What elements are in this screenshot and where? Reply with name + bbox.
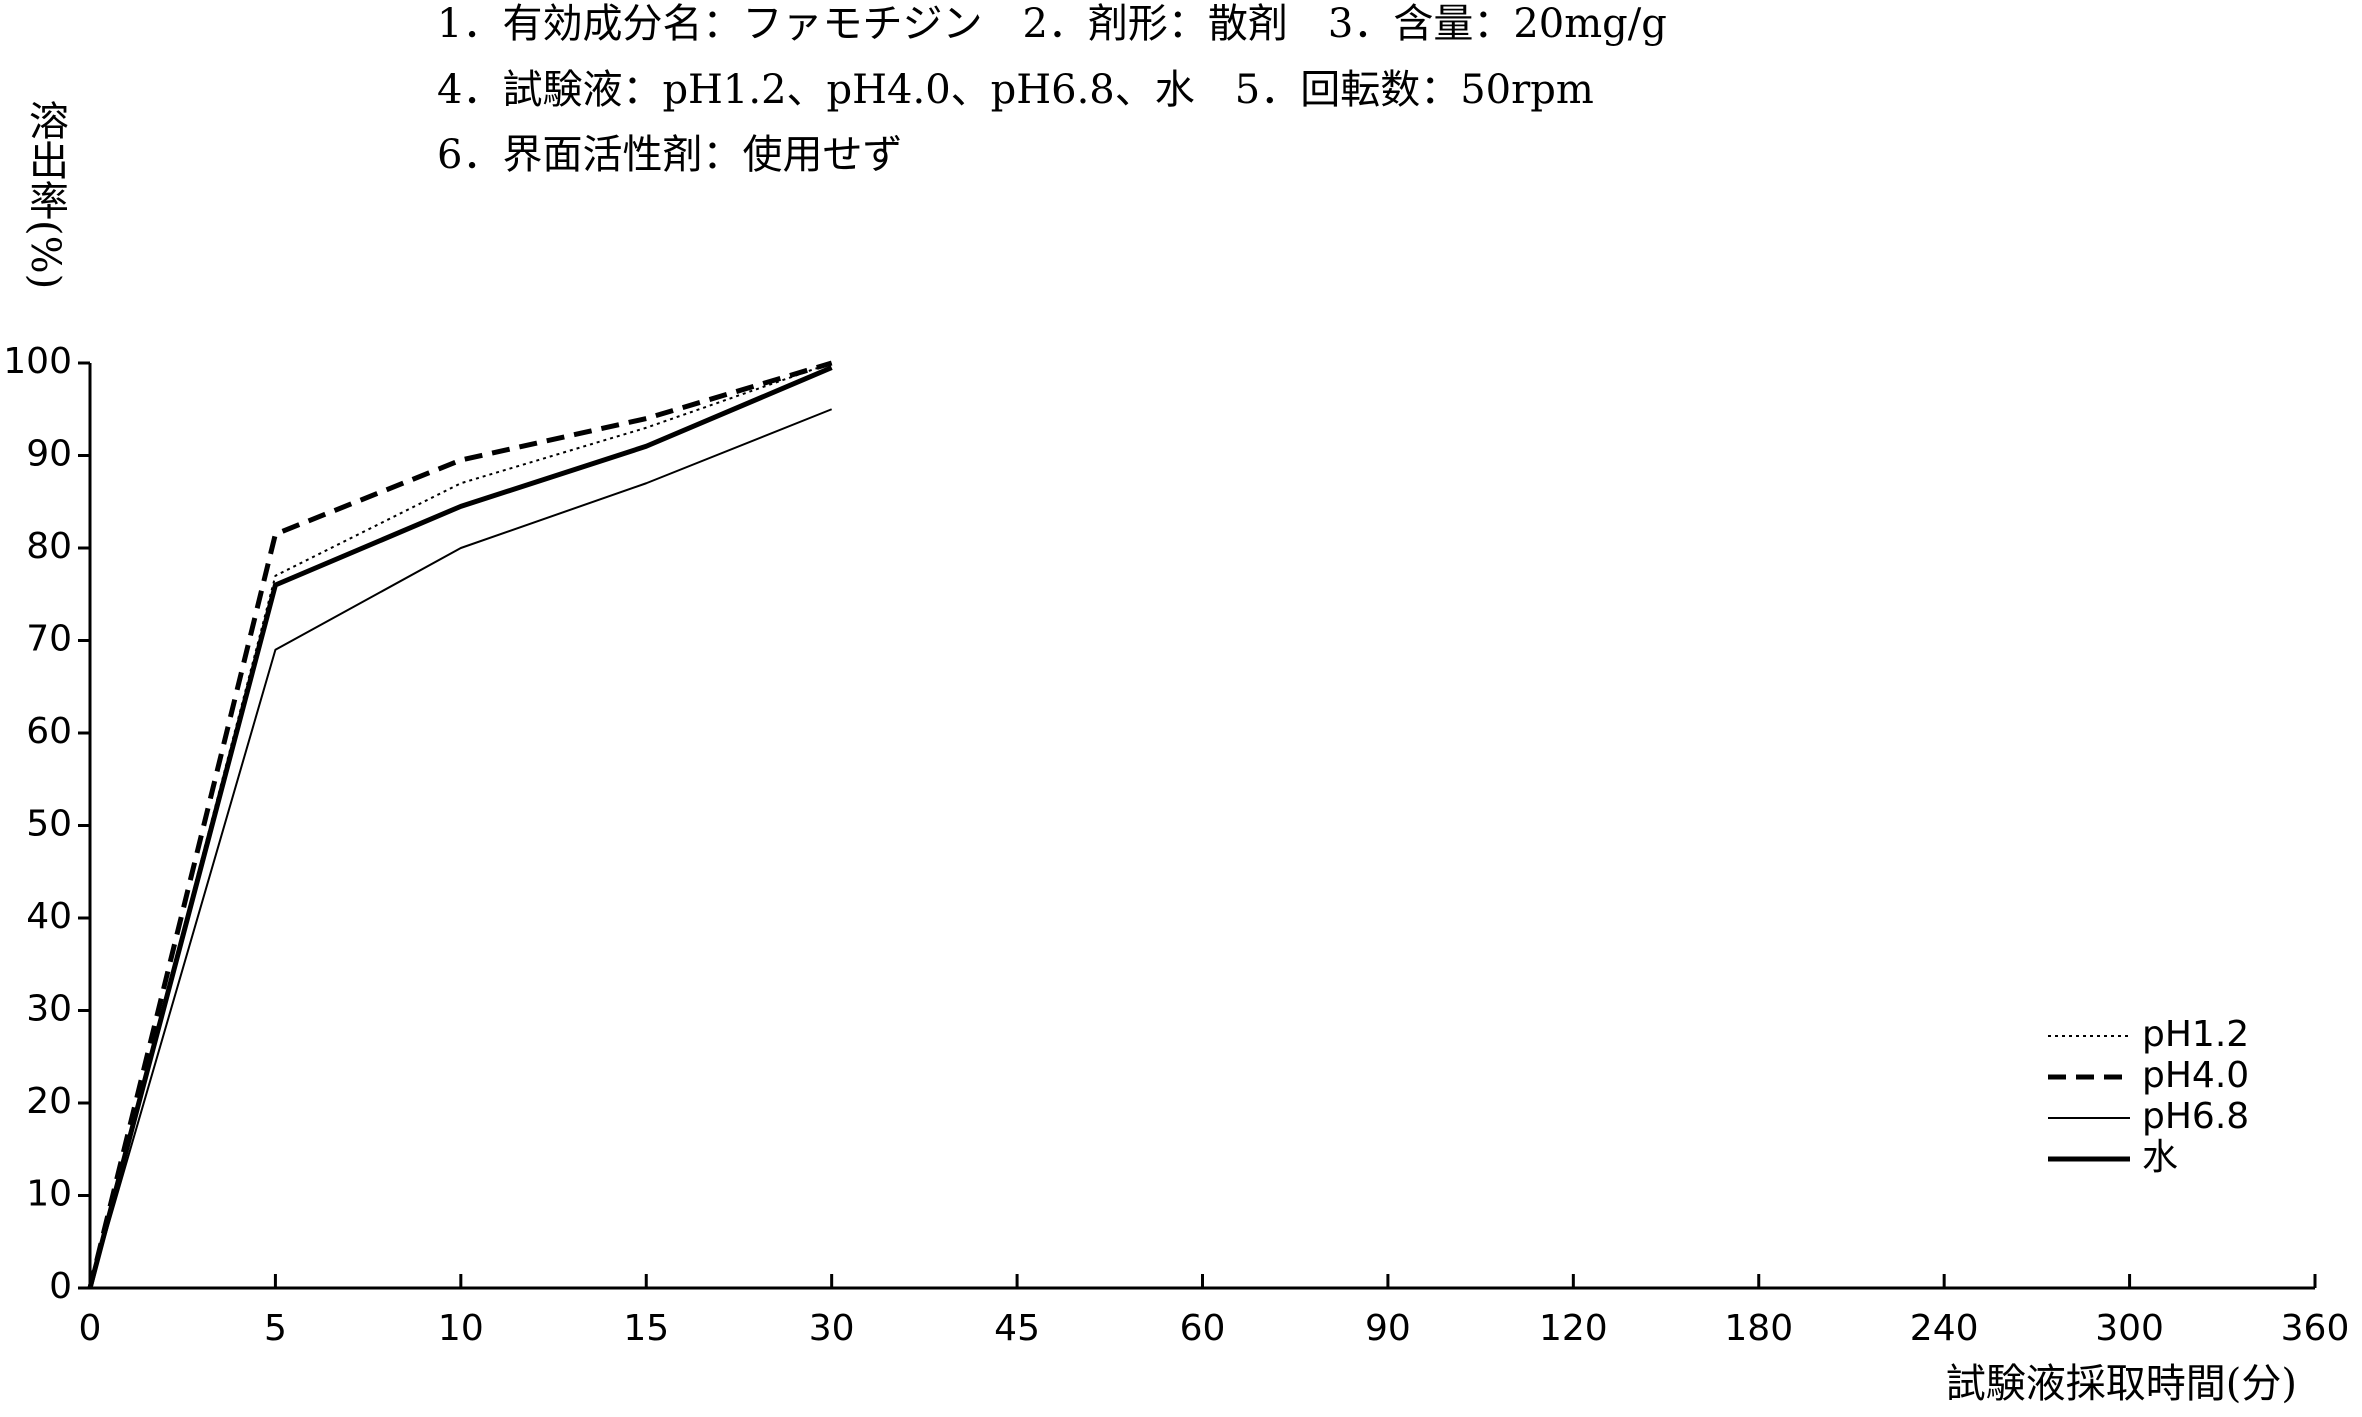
- legend-label: pH4.0: [2142, 1055, 2249, 1096]
- x-tick-label: 120: [1539, 1308, 1608, 1349]
- x-tick-label: 240: [1910, 1308, 1979, 1349]
- x-tick-label: 0: [79, 1308, 102, 1349]
- x-tick-label: 15: [623, 1308, 669, 1349]
- legend-label: pH6.8: [2142, 1096, 2249, 1137]
- y-tick-label: 80: [26, 526, 72, 567]
- x-tick-label: 180: [1724, 1308, 1793, 1349]
- y-tick-label: 70: [26, 619, 72, 660]
- note: 1．有効成分名：ファモチジン 2．剤形：散剤 3．含量：20mg/g: [437, 1, 1667, 47]
- y-tick-label: 0: [49, 1266, 72, 1307]
- x-tick-label: 60: [1180, 1308, 1226, 1349]
- y-tick-label: 60: [26, 711, 72, 752]
- x-tick-label: 90: [1365, 1308, 1411, 1349]
- x-tick-label: 45: [994, 1308, 1040, 1349]
- x-tick-label: 360: [2281, 1308, 2350, 1349]
- y-tick-label: 50: [26, 804, 72, 845]
- note: 6．界面活性剤：使用せず: [437, 132, 902, 178]
- series-line: [89, 362, 832, 1289]
- note: 4．試験液：pH1.2、pH4.0、pH6.8、水 5．回転数：50rpm: [437, 67, 1594, 113]
- x-tick-label: 5: [264, 1308, 287, 1349]
- x-axis-label: 試験液採取時間(分): [1946, 1361, 2297, 1407]
- x-tick-label: 30: [809, 1308, 855, 1349]
- legend-label: pH1.2: [2142, 1014, 2249, 1055]
- y-tick-label: 30: [26, 989, 72, 1030]
- y-tick-label: 90: [26, 434, 72, 475]
- x-tick-label: 300: [2095, 1308, 2164, 1349]
- y-tick-label: 10: [26, 1174, 72, 1215]
- y-tick-label: 40: [26, 896, 72, 937]
- y-tick-label: 20: [26, 1081, 72, 1122]
- legend-label: 水: [2142, 1137, 2178, 1178]
- y-axis-label: 溶出率(%): [22, 100, 68, 289]
- series-line: [89, 408, 833, 1289]
- y-tick-label: 100: [3, 341, 72, 382]
- series-line: [87, 360, 833, 1289]
- series-line: [87, 365, 833, 1289]
- x-tick-label: 10: [438, 1308, 484, 1349]
